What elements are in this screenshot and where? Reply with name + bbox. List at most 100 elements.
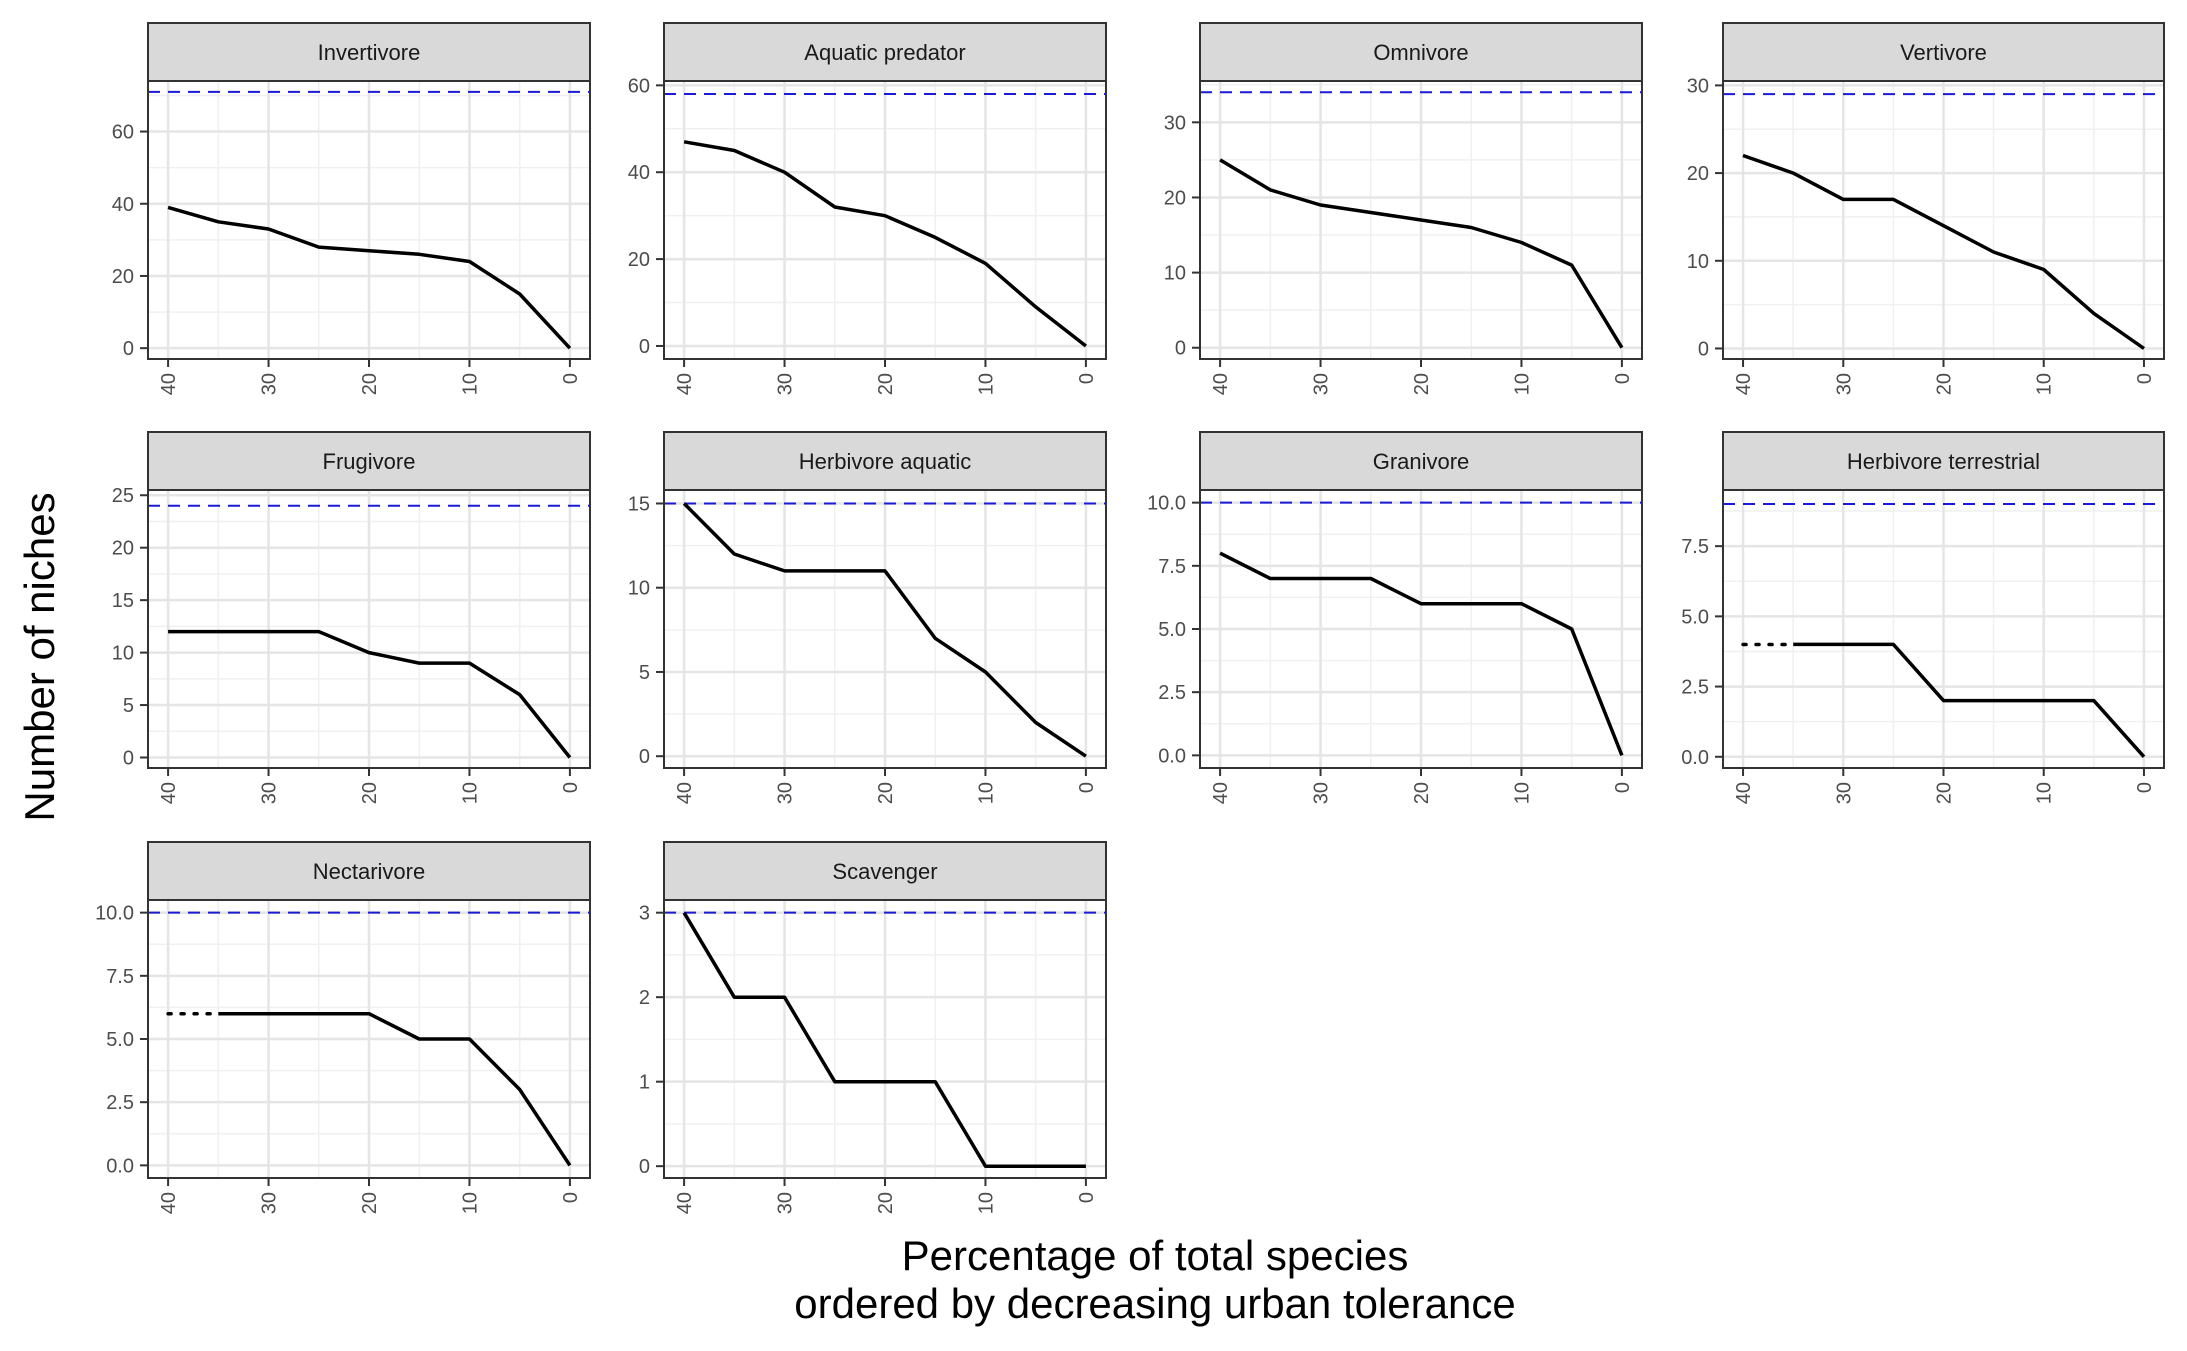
y-tick-label: 0 [639, 336, 650, 358]
facet-title: Granivore [1373, 449, 1470, 474]
x-tick-label: 10 [2034, 373, 2056, 395]
x-tick-label: 0 [1076, 1192, 1098, 1203]
facet-title: Invertivore [318, 40, 421, 65]
x-tick-label: 10 [975, 1192, 997, 1214]
y-tick-label: 0.0 [106, 1155, 134, 1177]
y-tick-label: 15 [112, 590, 134, 612]
panel-frugivore: Frugivore 0 5 10 15 20 25 40 30 20 10 0 [112, 431, 591, 804]
x-tick-label: 20 [875, 782, 897, 804]
facet-strip [1722, 22, 2165, 82]
x-tick-label: 10 [459, 782, 481, 804]
y-tick-label: 3 [639, 903, 650, 925]
facet-strip [663, 431, 1107, 491]
x-tick-label: 0 [560, 782, 582, 793]
x-tick-label: 20 [1934, 373, 1956, 395]
x-tick-label: 10 [2034, 782, 2056, 804]
x-tick-label: 40 [158, 1192, 180, 1214]
y-tick-label: 30 [1687, 75, 1709, 97]
y-tick-label: 0 [1175, 338, 1186, 360]
series-line [218, 1011, 572, 1167]
y-tick-label: 0 [639, 1156, 650, 1178]
y-tick-label: 2.5 [1681, 677, 1709, 699]
panel-nectarivore: Nectarivore 0.0 2.5 5.0 7.5 10.0 40 30 20 10 0 [95, 841, 591, 1214]
x-tick-label: 30 [775, 1192, 797, 1214]
series-line [682, 502, 1087, 758]
x-tick-label: 0 [1612, 782, 1634, 793]
y-tick-label: 7.5 [1681, 536, 1709, 558]
facet-strip [147, 22, 591, 82]
panel-vertivore: Vertivore 0 10 20 30 40 30 20 10 0 [1687, 22, 2165, 395]
y-tick-label: 5.0 [106, 1029, 134, 1051]
series-line [682, 911, 1086, 1168]
x-tick-label: 0 [1076, 782, 1098, 793]
series-line [168, 629, 572, 759]
x-tick-label: 30 [259, 373, 281, 395]
x-tick-label: 0 [560, 373, 582, 384]
x-tick-label: 30 [1311, 373, 1333, 395]
facet-title: Scavenger [832, 859, 937, 884]
x-tick-label: 40 [1733, 782, 1755, 804]
y-tick-label: 2.5 [1158, 682, 1186, 704]
facet-strip [147, 431, 591, 491]
x-tick-label: 30 [775, 782, 797, 804]
y-tick-label: 10.0 [1147, 493, 1186, 515]
y-tick-label: 7.5 [106, 966, 134, 988]
y-tick-label: 60 [628, 75, 650, 97]
y-tick-label: 10 [1687, 251, 1709, 273]
x-tick-label: 20 [875, 373, 897, 395]
y-tick-label: 60 [112, 122, 134, 144]
x-axis-title-line-1: Percentage of total species [902, 1232, 1409, 1279]
series-line [1793, 642, 2146, 758]
facet-title: Nectarivore [313, 859, 425, 884]
facet-strip [1199, 431, 1643, 491]
x-tick-label: 0 [2134, 373, 2156, 384]
x-tick-label: 20 [1411, 373, 1433, 395]
x-tick-label: 10 [975, 782, 997, 804]
y-tick-label: 20 [628, 249, 650, 271]
x-tick-label: 0 [1076, 373, 1098, 384]
facet-title: Aquatic predator [804, 40, 965, 65]
y-tick-label: 25 [112, 485, 134, 507]
y-tick-label: 20 [112, 538, 134, 560]
y-tick-label: 7.5 [1158, 556, 1186, 578]
y-tick-label: 15 [628, 493, 650, 515]
y-tick-label: 20 [112, 266, 134, 288]
series-line [1219, 551, 1624, 757]
panel-herbivore-terrestrial: Herbivore terrestrial 0.0 2.5 5.0 7.5 40 30 20 1… [1681, 431, 2165, 804]
x-tick-label: 20 [1411, 782, 1433, 804]
facet-strip [663, 841, 1107, 901]
x-tick-label: 0 [1612, 373, 1634, 384]
facet-strip [1722, 431, 2165, 491]
facet-title: Vertivore [1900, 40, 1987, 65]
x-tick-label: 30 [1311, 782, 1333, 804]
panel-omnivore: Omnivore 0 10 20 30 40 30 20 10 0 [1164, 22, 1643, 395]
panel-granivore: Granivore 0.0 2.5 5.0 7.5 10.0 40 30 20 10 0 [1147, 431, 1643, 804]
y-tick-label: 0.0 [1158, 745, 1186, 767]
y-tick-label: 10 [628, 578, 650, 600]
y-tick-label: 0 [123, 748, 134, 770]
y-tick-label: 0.0 [1681, 747, 1709, 769]
x-tick-label: 30 [1833, 373, 1855, 395]
y-tick-label: 5 [123, 695, 134, 717]
panel-scavenger: Scavenger 0 1 2 3 40 30 20 10 0 [639, 841, 1107, 1214]
y-tick-label: 10 [1164, 263, 1186, 285]
x-tick-label: 30 [259, 1192, 281, 1214]
x-tick-label: 40 [1210, 373, 1232, 395]
y-tick-label: 40 [628, 162, 650, 184]
x-tick-label: 10 [459, 373, 481, 395]
x-tick-label: 10 [1511, 373, 1533, 395]
facet-title: Herbivore terrestrial [1847, 449, 2040, 474]
y-tick-label: 5.0 [1158, 619, 1186, 641]
y-tick-label: 1 [639, 1072, 650, 1094]
facet-title: Omnivore [1373, 40, 1468, 65]
x-tick-label: 20 [359, 782, 381, 804]
x-tick-label: 20 [875, 1192, 897, 1214]
y-tick-label: 30 [1164, 112, 1186, 134]
series-line [167, 205, 572, 350]
x-axis-title-line-2: ordered by decreasing urban tolerance [794, 1280, 1515, 1327]
y-tick-label: 2 [639, 987, 650, 1009]
facet-strip [1199, 22, 1643, 82]
x-tick-label: 30 [775, 373, 797, 395]
x-tick-label: 0 [2134, 782, 2156, 793]
